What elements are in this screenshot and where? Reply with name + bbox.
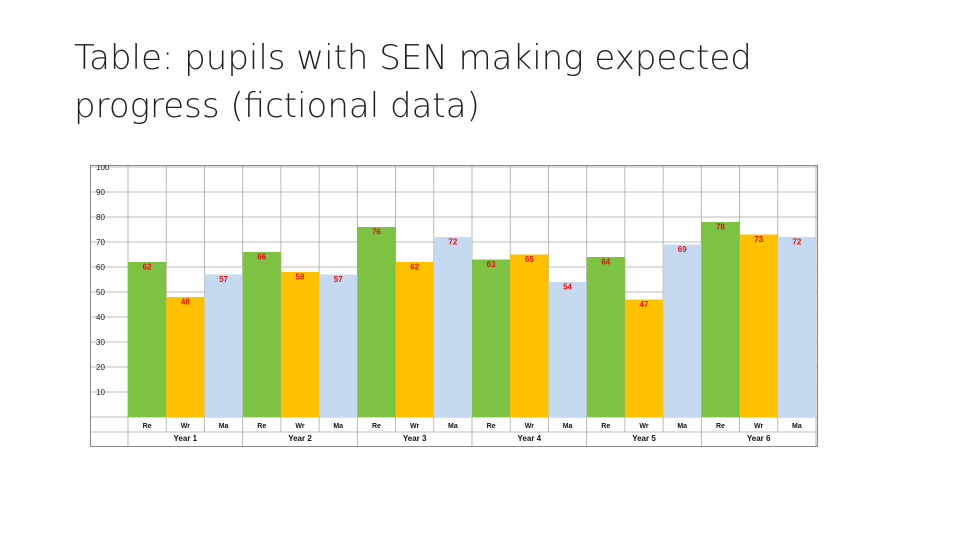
bar-year-3-wr: [395, 262, 434, 417]
y-tick-label: 20: [96, 363, 105, 372]
bar-year-5-ma: [663, 244, 702, 417]
bar-year-2-re: [242, 252, 281, 417]
x-category-label: Re: [257, 423, 266, 430]
bar-year-6-ma: [777, 237, 816, 417]
x-category-label: Ma: [219, 423, 229, 430]
y-tick-label: 30: [96, 338, 105, 347]
x-group-label: Year 3: [403, 434, 427, 443]
data-label: 54: [563, 283, 572, 292]
data-label: 72: [448, 238, 457, 247]
data-label: 69: [678, 245, 687, 254]
data-label: 66: [257, 253, 266, 262]
y-tick-label: 90: [96, 188, 105, 197]
data-label: 62: [410, 263, 419, 272]
x-category-label: Wr: [639, 423, 648, 430]
chart-border: [90, 165, 818, 447]
x-category-label: Wr: [410, 423, 419, 430]
bar-year-3-re: [357, 227, 396, 417]
bar-year-1-ma: [204, 274, 243, 417]
slide-title: Table: pupils with SEN making expected p…: [74, 38, 752, 126]
data-label: 58: [296, 273, 305, 282]
x-category-label: Wr: [295, 423, 304, 430]
bar-year-4-wr: [510, 254, 549, 417]
data-label: 65: [525, 255, 534, 264]
y-tick-label: 40: [96, 313, 105, 322]
labels: 62 48 57 66 58 57 76 62 72 63 65 54 64 47 69 78 73 72 10 20…: [96, 165, 802, 443]
x-group-label: Year 4: [518, 434, 542, 443]
x-category-label: Wr: [754, 423, 763, 430]
data-label: 47: [640, 300, 649, 309]
bar-year-1-re: [128, 262, 167, 417]
x-category-label: Ma: [448, 423, 458, 430]
y-tick-label: 10: [96, 388, 105, 397]
data-label: 63: [487, 260, 496, 269]
data-label: 62: [143, 263, 152, 272]
x-category-label: Re: [143, 423, 152, 430]
y-tick-label: 50: [96, 288, 105, 297]
bar-year-3-ma: [433, 237, 472, 417]
data-label: 57: [219, 275, 228, 284]
x-category-label: Re: [601, 423, 610, 430]
data-label: 48: [181, 298, 190, 307]
bar-year-5-wr: [624, 299, 664, 417]
bar-chart: 62 48 57 66 58 57 76 62 72 63 65 54 64 47 69 78 73 72 10 20…: [90, 165, 818, 447]
bar-year-4-re: [472, 259, 511, 417]
x-category-label: Wr: [525, 423, 534, 430]
x-category-label: Ma: [677, 423, 687, 430]
y-tick-label: 70: [96, 238, 105, 247]
x-group-label: Year 6: [747, 434, 771, 443]
x-category-label: Ma: [563, 423, 573, 430]
x-group-label: Year 1: [174, 434, 198, 443]
y-tick-label: 100: [96, 165, 110, 172]
x-group-label: Year 5: [632, 434, 656, 443]
bar-year-4-ma: [548, 282, 587, 417]
x-category-label: Ma: [333, 423, 343, 430]
data-label: 72: [792, 238, 801, 247]
bar-year-5-re: [586, 257, 625, 417]
data-label: 73: [754, 235, 763, 244]
bar-year-1-wr: [166, 297, 205, 417]
x-category-label: Wr: [181, 423, 190, 430]
bar-year-2-wr: [280, 272, 320, 417]
bar-year-6-wr: [739, 234, 778, 417]
bar-year-6-re: [701, 222, 740, 417]
x-category-label: Re: [716, 423, 725, 430]
data-label: 76: [372, 228, 381, 237]
x-category-label: Ma: [792, 423, 802, 430]
bars: [128, 222, 816, 417]
bar-year-2-ma: [319, 274, 358, 417]
y-tick-label: 80: [96, 213, 105, 222]
y-tick-label: 60: [96, 263, 105, 272]
chart-container: 62 48 57 66 58 57 76 62 72 63 65 54 64 47 69 78 73 72 10 20…: [90, 165, 818, 447]
data-label: 78: [716, 223, 725, 232]
x-category-label: Re: [487, 423, 496, 430]
x-group-label: Year 2: [288, 434, 312, 443]
data-label: 57: [334, 275, 343, 284]
data-label: 64: [601, 258, 610, 267]
x-category-label: Re: [372, 423, 381, 430]
